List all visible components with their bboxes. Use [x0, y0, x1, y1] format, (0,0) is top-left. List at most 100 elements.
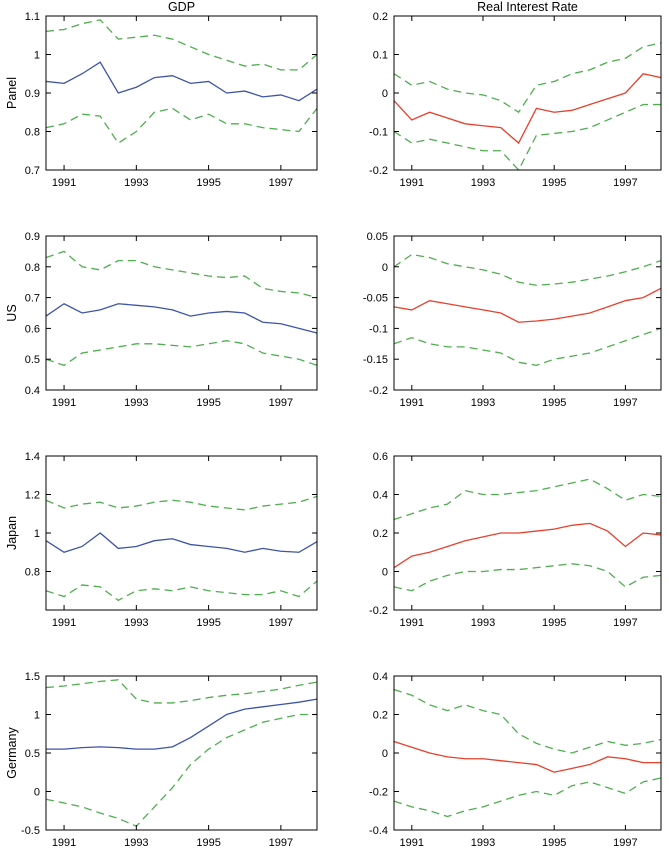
y-tick-label: 0.6 — [25, 323, 40, 335]
series-upper-band — [393, 478, 662, 521]
y-tick-label: -0.1 — [369, 127, 388, 139]
y-tick-label: 1.4 — [25, 451, 40, 463]
x-tick-label: 1993 — [471, 397, 495, 409]
x-tick-label: 1995 — [196, 397, 220, 409]
y-tick-label: 0.6 — [373, 451, 388, 463]
chart-japan-gdp: 1991 1993 1995 1997 0.8 1 1.2 1.4 — [0, 440, 329, 633]
x-tick-label: 1995 — [542, 837, 566, 849]
y-tick-label: -0.05 — [363, 293, 388, 305]
series-upper-band — [393, 688, 662, 754]
series-upper-band — [393, 42, 662, 114]
y-tick-label: 1.5 — [25, 671, 40, 683]
chart-panel-real-interest-rate-canvas: 1991 1993 1995 1997 -0.2 -0.1 0 0.1 0.2 — [369, 11, 662, 189]
chart-germany-real-interest-rate: 1991 1993 1995 1997 -0.4 -0.2 0 0.2 0.4 — [348, 660, 669, 853]
x-tick-label: 1993 — [471, 837, 495, 849]
y-tick-label: 0.2 — [373, 710, 388, 722]
y-tick-label: 0.2 — [373, 11, 388, 23]
x-tick-label: 1993 — [471, 617, 495, 629]
y-tick-label: 1 — [34, 50, 40, 62]
y-tick-label: 0.4 — [373, 490, 388, 502]
series-lower-band — [45, 713, 317, 827]
x-tick-label: 1995 — [196, 177, 220, 189]
axis-box — [393, 455, 662, 611]
x-tick-label: 1991 — [400, 177, 424, 189]
series-lower-band — [393, 777, 662, 818]
y-tick-label: 0.2 — [373, 528, 388, 540]
x-tick-label: 1991 — [400, 397, 424, 409]
y-tick-label: 1 — [34, 710, 40, 722]
series-estimate — [46, 698, 318, 750]
x-tick-label: 1995 — [542, 617, 566, 629]
chart-us-gdp-canvas: 1991 1993 1995 1997 0.4 0.5 0.6 0.7 0.8 0.9 — [25, 231, 318, 409]
series-upper-band — [45, 250, 318, 299]
y-tick-label: -0.5 — [21, 825, 40, 837]
y-tick-label: 0.7 — [25, 165, 40, 177]
x-tick-label: 1991 — [52, 397, 76, 409]
x-tick-label: 1995 — [542, 177, 566, 189]
series-estimate — [393, 522, 662, 569]
series-estimate — [45, 61, 318, 102]
x-tick-label: 1997 — [269, 617, 293, 629]
chart-us-real-interest-rate: 1991 1993 1995 1997 -0.2 -0.15 -0.1 -0.05 0 0.05 — [348, 220, 669, 413]
axis-box — [45, 15, 318, 171]
y-tick-label: 0.1 — [373, 50, 388, 62]
y-tick-label: 0.5 — [25, 354, 40, 366]
y-tick-label: 0.8 — [25, 567, 40, 579]
series-lower-band — [45, 107, 318, 144]
chart-germany-real-interest-rate-canvas: 1991 1993 1995 1997 -0.4 -0.2 0 0.2 0.4 — [369, 671, 662, 849]
y-tick-label: -0.2 — [369, 787, 388, 799]
y-tick-label: 0.4 — [373, 671, 388, 683]
y-tick-label: 0.8 — [25, 262, 40, 274]
series-upper-band — [45, 679, 318, 704]
series-upper-band — [45, 19, 318, 71]
y-tick-label: 0.4 — [25, 385, 40, 397]
chart-japan-real-interest-rate: 1991 1993 1995 1997 -0.2 0 0.2 0.4 0.6 — [348, 440, 669, 633]
y-tick-label: 1.2 — [25, 490, 40, 502]
y-tick-label: 0.9 — [25, 88, 40, 100]
column-title-gdp: GDP — [167, 0, 196, 14]
y-tick-label: 0.05 — [367, 231, 388, 243]
x-tick-label: 1991 — [52, 177, 76, 189]
y-tick-label: 1 — [34, 528, 40, 540]
y-tick-label: 1.1 — [25, 11, 40, 23]
y-tick-label: 0.7 — [25, 293, 40, 305]
x-tick-label: 1997 — [613, 177, 637, 189]
chart-germany-gdp: 1991 1993 1995 1997 -0.5 0 0.5 1 1.5 — [0, 660, 329, 853]
chart-germany-gdp-canvas: 1991 1993 1995 1997 -0.5 0 0.5 1 1.5 — [21, 671, 318, 849]
x-tick-label: 1993 — [471, 177, 495, 189]
series-lower-band — [393, 327, 662, 367]
y-tick-label: 0.5 — [25, 748, 40, 760]
x-tick-label: 1997 — [269, 397, 293, 409]
axis-box — [45, 455, 318, 611]
y-tick-label: 0 — [382, 748, 388, 760]
x-tick-label: 1995 — [196, 837, 220, 849]
x-tick-label: 1991 — [52, 617, 76, 629]
y-tick-label: 0 — [382, 88, 388, 100]
x-tick-label: 1993 — [124, 397, 148, 409]
x-tick-label: 1991 — [400, 617, 424, 629]
series-lower-band — [45, 340, 318, 367]
series-lower-band — [393, 563, 662, 592]
series-lower-band — [45, 580, 318, 602]
chart-panel-real-interest-rate: 1991 1993 1995 1997 -0.2 -0.1 0 0.1 0.2 — [348, 0, 669, 193]
chart-us-real-interest-rate-canvas: 1991 1993 1995 1997 -0.2 -0.15 -0.1 -0.05 0 0.05 — [363, 231, 662, 409]
y-tick-label: 0.8 — [25, 127, 40, 139]
x-tick-label: 1995 — [196, 617, 220, 629]
axis-box — [393, 675, 662, 831]
y-tick-label: 0 — [382, 262, 388, 274]
y-tick-label: -0.1 — [369, 323, 388, 335]
y-tick-label: -0.2 — [369, 385, 388, 397]
chart-panel-gdp-canvas: 1991 1993 1995 1997 0.7 0.8 0.9 1 1.1 — [25, 11, 318, 189]
y-tick-label: -0.4 — [369, 825, 388, 837]
y-tick-label: -0.2 — [369, 165, 388, 177]
chart-japan-real-interest-rate-canvas: 1991 1993 1995 1997 -0.2 0 0.2 0.4 0.6 — [369, 451, 662, 629]
y-tick-label: -0.2 — [369, 605, 388, 617]
axis-box — [393, 235, 662, 391]
x-tick-label: 1995 — [542, 397, 566, 409]
x-tick-label: 1997 — [613, 837, 637, 849]
axis-box — [45, 235, 318, 391]
axis-box — [45, 675, 318, 831]
x-tick-label: 1997 — [613, 617, 637, 629]
y-tick-label: 0 — [382, 567, 388, 579]
